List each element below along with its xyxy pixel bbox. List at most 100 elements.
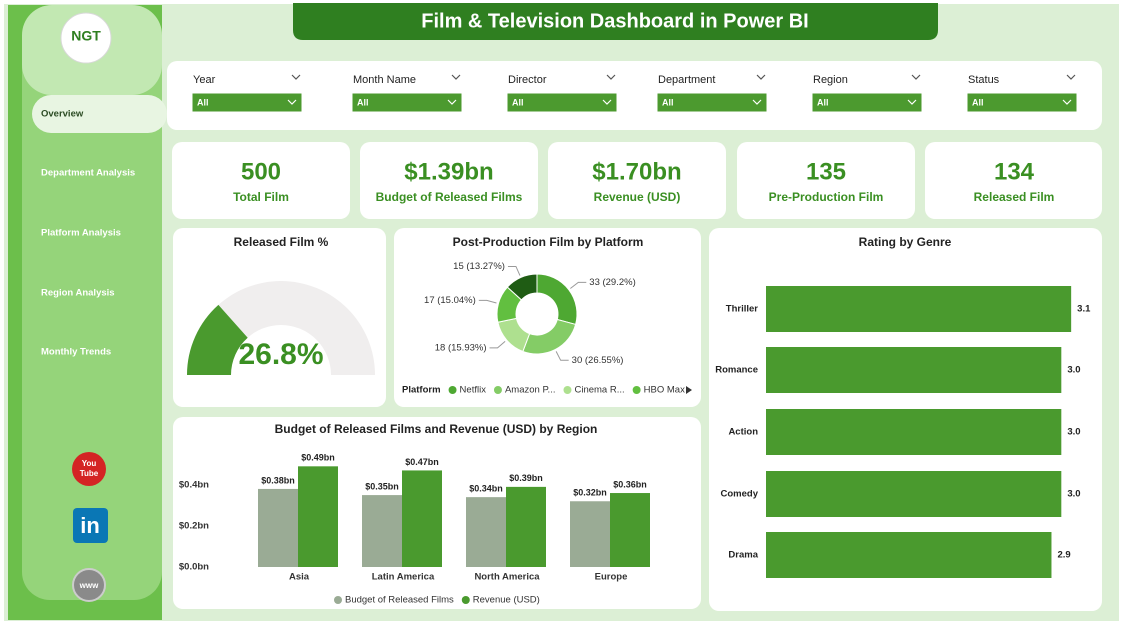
filter-label: Status: [968, 74, 1000, 86]
filter-dropdown[interactable]: [656, 92, 768, 113]
kpi-label: Budget of Released Films: [376, 190, 523, 204]
y-tick-label: Drama: [728, 550, 758, 561]
linkedin-label: in: [80, 513, 100, 538]
data-label: 17 (15.04%): [424, 295, 476, 306]
filter-dropdown[interactable]: [191, 92, 303, 113]
y-tick-label: Romance: [715, 365, 758, 376]
filter-value: All: [662, 97, 674, 107]
legend-next[interactable]: [686, 386, 692, 394]
filter-label: Month Name: [353, 74, 416, 86]
chart-title: Rating by Genre: [859, 235, 952, 249]
web-icon[interactable]: [72, 568, 106, 602]
bar: [766, 347, 1062, 393]
bar: [766, 532, 1052, 578]
nav-item[interactable]: Department Analysis: [41, 168, 135, 179]
data-label: 30 (26.55%): [572, 355, 624, 366]
nav-item[interactable]: Platform Analysis: [41, 228, 121, 239]
legend-label: HBO Max: [644, 385, 685, 396]
leader-line: [489, 340, 506, 349]
legend-label: Netflix: [460, 385, 487, 396]
chevron: [291, 74, 301, 80]
chevron: [911, 74, 921, 80]
kpi-value: 134: [994, 158, 1035, 185]
bar: [610, 493, 650, 567]
filter-panel: [167, 61, 1102, 130]
chart-card: [394, 228, 701, 407]
data-label: $0.35bn: [365, 481, 399, 491]
kpi-value: $1.39bn: [404, 158, 493, 185]
legend-label: Revenue (USD): [473, 595, 540, 606]
leader-line: [478, 299, 497, 304]
kpi-label: Total Film: [233, 190, 289, 204]
filter-dropdown[interactable]: [811, 92, 923, 113]
filter-value: All: [197, 97, 209, 107]
leader-line: [570, 281, 587, 289]
kpi-value: $1.70bn: [592, 158, 681, 185]
kpi-card: [548, 142, 726, 219]
title-banner: [293, 3, 938, 40]
filter-value: All: [512, 97, 524, 107]
data-label: 3.1: [1077, 304, 1091, 315]
bar: [506, 486, 546, 567]
data-label: 3.0: [1067, 489, 1080, 500]
nav-item[interactable]: Overview: [41, 109, 84, 120]
data-label: 2.9: [1057, 550, 1070, 561]
dashboard-title: Film & Television Dashboard in Power BI: [421, 10, 808, 32]
legend-label: Amazon P...: [505, 385, 556, 396]
chevron: [1062, 99, 1072, 105]
data-label: 3.0: [1067, 427, 1080, 438]
filter-dropdown[interactable]: [351, 92, 463, 113]
gauge-label: 26.8%: [238, 338, 323, 371]
nav-item[interactable]: Monthly Trends: [41, 347, 111, 358]
y-tick-label: $0.2bn: [179, 520, 209, 531]
kpi-card: [172, 142, 350, 219]
chevron: [451, 74, 461, 80]
kpi-card: [737, 142, 915, 219]
data-label: 15 (13.27%): [453, 261, 505, 272]
chevron: [602, 99, 612, 105]
data-label: $0.32bn: [573, 488, 607, 498]
data-label: $0.38bn: [261, 475, 295, 485]
x-tick-label: Latin America: [372, 572, 435, 583]
filter-dropdown[interactable]: [966, 92, 1078, 113]
filter-label: Year: [193, 74, 216, 86]
kpi-label: Released Film: [974, 190, 1055, 204]
legend-swatch: [563, 386, 572, 394]
linkedin-icon[interactable]: [73, 508, 108, 543]
bar: [258, 488, 298, 567]
nav-selected: [32, 95, 167, 133]
legend-swatch: [632, 386, 641, 394]
logo: [60, 12, 112, 64]
filter-value: All: [357, 97, 369, 107]
filter-value: All: [972, 97, 984, 107]
x-tick-label: Europe: [595, 572, 628, 583]
bar: [766, 286, 1072, 332]
bar: [298, 466, 338, 567]
filter-value: All: [817, 97, 829, 107]
kpi-value: 135: [806, 158, 846, 185]
legend-swatch: [334, 596, 342, 604]
legend-title: Platform: [402, 385, 441, 396]
kpi-label: Revenue (USD): [594, 190, 681, 204]
legend-swatch: [448, 386, 457, 394]
leader-line: [507, 265, 521, 276]
youtube-label: Tube: [80, 469, 99, 478]
filter-dropdown[interactable]: [506, 92, 618, 113]
chevron: [756, 74, 766, 80]
bar: [766, 471, 1062, 517]
data-label: $0.39bn: [509, 473, 543, 483]
chevron: [1066, 74, 1076, 80]
x-tick-label: Asia: [289, 572, 310, 583]
filter-label: Region: [813, 74, 848, 86]
chart-title: Released Film %: [234, 235, 329, 249]
data-label: $0.36bn: [613, 479, 647, 489]
pie-slice: [506, 273, 538, 301]
bar: [766, 409, 1062, 455]
legend-swatch: [493, 386, 502, 394]
y-tick-label: $0.4bn: [179, 479, 209, 490]
nav-item[interactable]: Region Analysis: [41, 288, 115, 299]
youtube-icon[interactable]: [72, 452, 106, 486]
data-label: 18 (15.93%): [435, 342, 487, 353]
chevron: [287, 99, 297, 105]
